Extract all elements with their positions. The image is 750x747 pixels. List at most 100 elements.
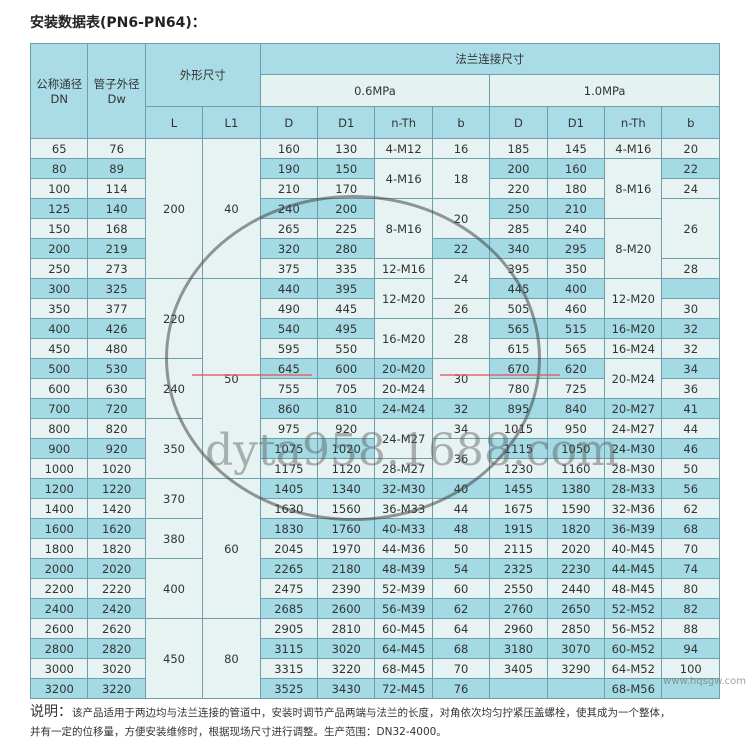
header-flange: 法兰连接尺寸 [259, 43, 721, 75]
cell-d-06: 320 [259, 238, 319, 259]
cell-nth-06: 48-M39 [374, 558, 433, 579]
header-1.0mpa: 1.0MPa [489, 74, 720, 107]
cell-b-10: 46 [661, 438, 720, 459]
cell-d1-06: 600 [317, 358, 376, 379]
cell-d-10: 445 [489, 278, 548, 299]
cell-nth-06: 4-M16 [374, 158, 433, 199]
cell-d-10: 1115 [489, 438, 548, 459]
cell-b-06: 32 [431, 398, 491, 419]
note-line2: 并有一定的位移量，方便安装维修时，根据现场尺寸进行调整。生产范围：DN32-40… [30, 726, 447, 738]
cell-nth-10: 44-M45 [604, 558, 663, 579]
cell-d-10: 395 [489, 258, 548, 279]
header-d-06: D [259, 106, 319, 139]
table-row: 600 630 755 705 20-M24 780 725 36 [29, 378, 720, 399]
table-row: 450 480 595 550 615 565 16-M24 32 [29, 338, 720, 359]
cell-d1-06: 1020 [317, 438, 376, 459]
cell-b-06: 36 [431, 438, 491, 479]
cell-d-10: 3180 [489, 638, 548, 659]
cell-d-06: 265 [259, 218, 319, 239]
cell-nth-06: 56-M39 [374, 598, 433, 619]
cell-d1-06: 445 [317, 298, 376, 319]
header-b-10: b [661, 106, 720, 139]
table-row: 65 76 200 40 160 130 4-M12 16 185 145 4-M16 20 [29, 138, 720, 279]
cell-nth-06: 4-M12 [374, 138, 433, 159]
cell-d1-10: 2230 [546, 558, 606, 579]
cell-dn: 400 [29, 318, 89, 339]
cell-d-06: 2265 [259, 558, 319, 579]
cell-d-06: 3315 [259, 658, 319, 679]
cell-dw: 140 [87, 198, 146, 219]
cell-d1-06: 335 [317, 258, 376, 279]
table-row: 2400 2420 2685 2600 56-M39 62 2760 2650 52-M52 82 [29, 598, 720, 619]
cell-d1-06: 1120 [317, 458, 376, 479]
cell-d1-10: 145 [546, 138, 606, 159]
table-row: 800 820 350 975 920 24-M27 34 1015 950 24-M27 44 [29, 418, 720, 479]
stamp-line [192, 374, 312, 376]
table-row: 2800 2820 3115 3020 64-M45 68 3180 3070 60-M52 94 [29, 638, 720, 659]
cell-dw: 820 [87, 418, 146, 439]
cell-l: 400 [144, 558, 204, 619]
cell-l: 450 [144, 618, 204, 699]
cell-nth-10: 16-M20 [604, 318, 663, 339]
cell-b-10: 32 [661, 318, 720, 339]
cell-d1-10: 725 [546, 378, 606, 399]
cell-d1-06: 2390 [317, 578, 376, 599]
cell-dn: 600 [29, 378, 89, 399]
cell-nth-10: 28-M30 [604, 458, 663, 479]
cell-d-10: 2550 [489, 578, 548, 599]
cell-d-10: 340 [489, 238, 548, 259]
cell-b-06: 44 [431, 498, 491, 519]
cell-d1-06: 170 [317, 178, 376, 199]
cell-d-06: 975 [259, 418, 319, 439]
cell-b-06: 70 [431, 658, 491, 679]
cell-d1-06: 2600 [317, 598, 376, 619]
cell-dn: 300 [29, 278, 89, 299]
cell-b-06: 18 [431, 158, 491, 199]
cell-nth-10: 4-M16 [604, 138, 663, 159]
cell-dn: 150 [29, 218, 89, 239]
cell-d1-10: 460 [546, 298, 606, 319]
cell-d-10: 220 [489, 178, 548, 199]
cell-b-06: 30 [431, 358, 491, 399]
cell-d1-06: 1560 [317, 498, 376, 519]
cell-d-10: 200 [489, 158, 548, 179]
cell-b-10: 34 [661, 358, 720, 379]
cell-nth-10: 40-M45 [604, 538, 663, 559]
cell-dw: 1620 [87, 518, 146, 539]
cell-d1-10: 295 [546, 238, 606, 259]
cell-nth-06: 44-M36 [374, 538, 433, 559]
cell-l: 200 [144, 138, 204, 279]
cell-dn: 100 [29, 178, 89, 199]
cell-d1-10: 180 [546, 178, 606, 199]
table-row: 350 377 490 445 26 505 460 30 [29, 298, 720, 319]
cell-b-06: 62 [431, 598, 491, 619]
cell-nth-06: 72-M45 [374, 678, 433, 699]
cell-d-06: 3525 [259, 678, 319, 699]
cell-d-10: 1015 [489, 418, 548, 439]
cell-d1-06: 1970 [317, 538, 376, 559]
cell-nth-10: 12-M20 [604, 278, 663, 319]
cell-nth-06: 28-M27 [374, 458, 433, 479]
cell-b-10: 24 [661, 178, 720, 199]
cell-dw: 114 [87, 178, 146, 199]
cell-b-06: 26 [431, 298, 491, 319]
cell-d-10: 2325 [489, 558, 548, 579]
cell-d-10: 780 [489, 378, 548, 399]
cell-d1-06: 200 [317, 198, 376, 219]
cell-b-10: 62 [661, 498, 720, 519]
cell-nth-10: 48-M45 [604, 578, 663, 599]
cell-nth-10: 64-M52 [604, 658, 663, 679]
cell-d1-10: 2650 [546, 598, 606, 619]
cell-b-06: 28 [431, 318, 491, 359]
cell-dw: 480 [87, 338, 146, 359]
cell-nth-10: 32-M36 [604, 498, 663, 519]
cell-d-06: 2685 [259, 598, 319, 619]
cell-dw: 1020 [87, 458, 146, 479]
cell-b-10: 50 [661, 458, 720, 479]
cell-d1-10: 350 [546, 258, 606, 279]
header-0.6mpa: 0.6MPa [259, 74, 491, 107]
cell-dw: 2420 [87, 598, 146, 619]
cell-b-06: 64 [431, 618, 491, 639]
cell-dn: 1200 [29, 478, 89, 499]
cell-nth-06: 52-M39 [374, 578, 433, 599]
